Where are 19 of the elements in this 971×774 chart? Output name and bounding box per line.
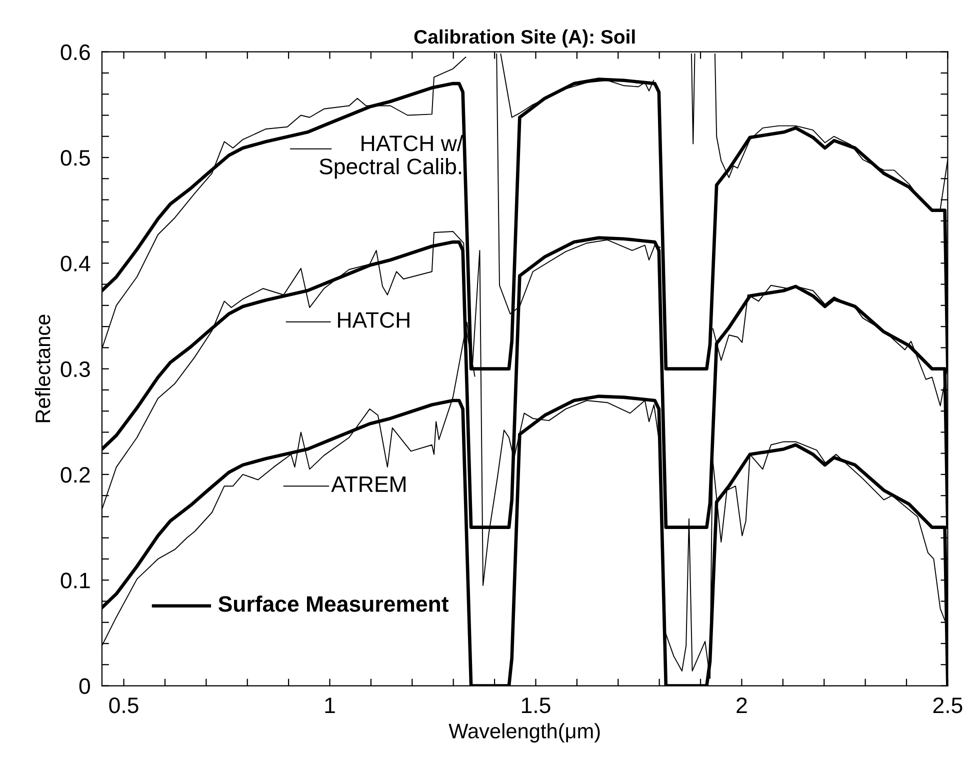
legend-label: HATCH (338, 312, 410, 328)
y-tick-label: 0.5 (60, 150, 90, 166)
x-tick-label: 2 (736, 697, 747, 713)
legend-label: Surface Measurement (218, 596, 449, 612)
legend-label: HATCH w/ Spectral Calib. (320, 134, 464, 179)
y-tick-label: 0.6 (60, 44, 90, 60)
x-tick-label: 1.5 (522, 698, 550, 714)
x-axis-title: Wavelength(μm) (448, 723, 600, 743)
chart-title: Calibration Site (A): Soil (414, 29, 635, 48)
y-tick-label: 0.2 (60, 466, 90, 483)
y-tick-label: 0 (79, 678, 90, 694)
y-tick-label: 0.1 (60, 572, 90, 588)
y-tick-label: 0.3 (60, 361, 90, 378)
y-axis-title: Reflectance (34, 314, 50, 422)
legend-label: ATREM (331, 476, 406, 492)
y-tick-label: 0.4 (60, 256, 90, 272)
x-tick-label: 0.5 (109, 697, 138, 714)
x-tick-label: 1 (325, 698, 335, 713)
x-tick-label: 2.5 (933, 697, 962, 714)
